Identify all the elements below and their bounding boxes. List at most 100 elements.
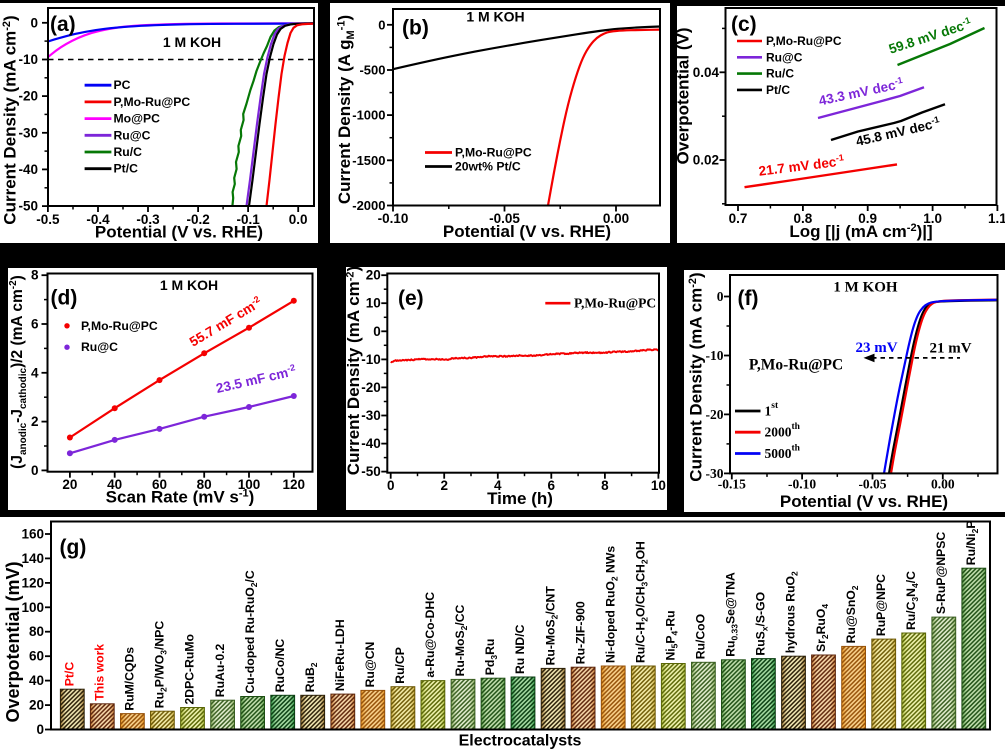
svg-text:Overpotential (mV): Overpotential (mV) — [3, 561, 23, 722]
svg-text:Potential (V vs. RHE): Potential (V vs. RHE) — [780, 492, 948, 511]
svg-text:Ru-MoS2​/CC: Ru-MoS2​/CC — [453, 604, 469, 676]
svg-text:-1000: -1000 — [352, 108, 385, 123]
svg-text:23 mV: 23 mV — [855, 340, 897, 356]
svg-text:6: 6 — [31, 317, 39, 332]
svg-text:100: 100 — [238, 477, 261, 492]
svg-text:Ru@C: Ru@C — [114, 128, 151, 142]
svg-text:Scan Rate (mV s-1): Scan Rate (mV s-1) — [106, 488, 255, 507]
svg-text:0: 0 — [378, 17, 385, 32]
svg-text:0: 0 — [36, 722, 44, 737]
svg-text:Time (h): Time (h) — [487, 489, 553, 508]
svg-text:(g): (g) — [60, 536, 87, 559]
svg-text:Ru/C: Ru/C — [114, 145, 143, 159]
svg-text:120: 120 — [283, 477, 306, 492]
svg-text:Ru/CoO: Ru/CoO — [694, 614, 708, 659]
svg-text:Current Density (mA cm-2): Current Density (mA cm-2) — [687, 272, 706, 481]
svg-text:Pt/C: Pt/C — [114, 162, 139, 176]
svg-text:This work: This work — [93, 644, 107, 701]
svg-text:-10: -10 — [706, 348, 724, 363]
svg-text:(f): (f) — [738, 287, 759, 310]
svg-text:10: 10 — [366, 296, 381, 311]
svg-text:1 M KOH: 1 M KOH — [833, 279, 897, 295]
svg-text:-40: -40 — [18, 162, 38, 177]
svg-text:1.1: 1.1 — [988, 211, 1005, 226]
svg-text:Ni-doped RuO2​ NWs: Ni-doped RuO2​ NWs — [603, 546, 619, 663]
svg-text:Ru0.33​Se@TNA: Ru0.33​Se@TNA — [724, 572, 740, 657]
svg-text:8: 8 — [31, 268, 39, 283]
svg-text:Ru@C: Ru@C — [766, 50, 803, 64]
svg-text:-0.05: -0.05 — [489, 211, 520, 226]
svg-text:P,Mo-Ru@PC: P,Mo-Ru@PC — [114, 95, 191, 109]
svg-text:0.8: 0.8 — [794, 211, 813, 226]
svg-text:0.0: 0.0 — [289, 212, 308, 227]
svg-text:Current Density (mA cm-2): Current Density (mA cm-2) — [344, 266, 363, 475]
svg-text:-10: -10 — [18, 52, 38, 67]
svg-text:0: 0 — [717, 289, 724, 304]
svg-text:-0.4: -0.4 — [86, 212, 110, 227]
svg-text:a-Ru@Co-DHC: a-Ru@Co-DHC — [423, 592, 437, 678]
svg-text:-0.10: -0.10 — [378, 211, 409, 226]
svg-text:10: 10 — [651, 478, 666, 493]
svg-text:Ru/C-H2​O/CH3​CH2​OH: Ru/C-H2​O/CH3​CH2​OH — [634, 541, 650, 663]
svg-text:2: 2 — [440, 478, 448, 493]
svg-text:(a): (a) — [50, 13, 76, 36]
svg-text:(Janodic-Jcathodic)/2 (mA cm-2: (Janodic-Jcathodic)/2 (mA cm-2) — [8, 275, 29, 469]
svg-text:P,Mo-Ru@PC: P,Mo-Ru@PC — [81, 319, 158, 333]
svg-text:Ru-ZIF-900: Ru-ZIF-900 — [573, 601, 587, 664]
svg-text:Mo@PC: Mo@PC — [114, 112, 161, 126]
svg-text:Potential (V vs. RHE): Potential (V vs. RHE) — [443, 222, 611, 241]
svg-text:RuB2​: RuB2​ — [303, 662, 319, 692]
svg-text:Cu-doped Ru-RuO2​/C: Cu-doped Ru-RuO2​/C — [243, 570, 259, 693]
svg-text:Ni5​P4​-Ru: Ni5​P4​-Ru — [664, 610, 680, 660]
svg-text:PC: PC — [114, 78, 131, 92]
svg-text:1 M KOH: 1 M KOH — [466, 9, 524, 25]
svg-text:60: 60 — [152, 477, 167, 492]
svg-text:-10: -10 — [361, 352, 381, 367]
svg-text:Ru@CN: Ru@CN — [363, 642, 377, 688]
svg-text:-50: -50 — [18, 199, 38, 214]
svg-text:-30: -30 — [706, 466, 724, 481]
svg-text:0: 0 — [30, 15, 38, 30]
svg-text:160: 160 — [21, 527, 44, 542]
svg-text:0.00: 0.00 — [603, 211, 629, 226]
svg-text:100: 100 — [21, 600, 44, 615]
svg-text:Sr2​RuO4​: Sr2​RuO4​ — [814, 604, 830, 652]
svg-text:Pt/C: Pt/C — [766, 83, 790, 97]
svg-text:-50: -50 — [361, 464, 381, 479]
svg-text:8: 8 — [601, 478, 609, 493]
svg-text:P,Mo-Ru@PC: P,Mo-Ru@PC — [574, 296, 656, 311]
svg-text:0.9: 0.9 — [858, 211, 877, 226]
svg-text:Current Density (mA cm-2): Current Density (mA cm-2) — [1, 15, 20, 224]
svg-text:Ru ND/C: Ru ND/C — [513, 624, 527, 674]
svg-text:Ru/Ni2​P: Ru/Ni2​P — [964, 520, 980, 565]
svg-text:0.00: 0.00 — [931, 477, 955, 492]
svg-text:RuP@NPC: RuP@NPC — [874, 574, 888, 636]
svg-text:hydrous RuO2​: hydrous RuO2​ — [784, 571, 800, 653]
svg-text:2: 2 — [31, 414, 39, 429]
svg-text:Pt/C: Pt/C — [63, 662, 77, 687]
svg-text:Current Density (A gM-1): Current Density (A gM-1) — [335, 15, 357, 204]
svg-text:-0.1: -0.1 — [236, 212, 260, 227]
svg-text:Overpotential (V): Overpotential (V) — [674, 28, 693, 165]
svg-text:0.04: 0.04 — [693, 65, 720, 80]
svg-text:0: 0 — [31, 463, 39, 478]
svg-text:-0.10: -0.10 — [788, 477, 816, 492]
svg-text:NiFeRu-LDH: NiFeRu-LDH — [333, 619, 347, 691]
svg-text:P,Mo-Ru@PC: P,Mo-Ru@PC — [455, 146, 532, 160]
svg-text:20wt% Pt/C: 20wt% Pt/C — [455, 160, 521, 174]
svg-text:(b): (b) — [402, 17, 429, 40]
svg-text:-20: -20 — [18, 89, 38, 104]
svg-text:-2000: -2000 — [352, 198, 385, 213]
svg-text:(e): (e) — [398, 287, 424, 310]
svg-text:(c): (c) — [731, 13, 757, 36]
svg-text:S-RuP@NPSC: S-RuP@NPSC — [934, 532, 948, 615]
svg-text:40: 40 — [107, 477, 122, 492]
svg-text:6: 6 — [548, 478, 556, 493]
svg-text:1 M KOH: 1 M KOH — [160, 277, 218, 293]
svg-text:RuSx​/S-GO: RuSx​/S-GO — [754, 592, 770, 656]
svg-text:Ru@SnO2​: Ru@SnO2​ — [844, 585, 860, 643]
svg-text:-1500: -1500 — [352, 153, 385, 168]
svg-text:80: 80 — [197, 477, 212, 492]
svg-text:0.7: 0.7 — [729, 211, 748, 226]
svg-text:4: 4 — [31, 365, 39, 380]
